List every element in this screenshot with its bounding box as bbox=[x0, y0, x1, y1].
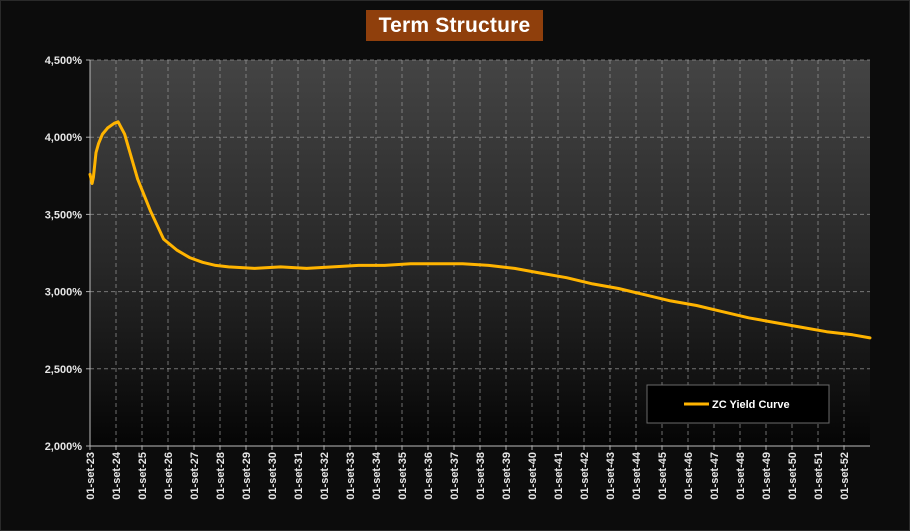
x-tick-label: 01-set-23 bbox=[85, 452, 97, 500]
x-tick-label: 01-set-25 bbox=[137, 452, 149, 500]
x-tick-label: 01-set-46 bbox=[683, 452, 695, 500]
x-tick-label: 01-set-42 bbox=[579, 452, 591, 500]
x-tick-label: 01-set-49 bbox=[761, 452, 773, 500]
x-tick-label: 01-set-50 bbox=[787, 452, 799, 500]
x-tick-label: 01-set-38 bbox=[475, 452, 487, 500]
x-tick-label: 01-set-31 bbox=[293, 452, 305, 500]
x-tick-label: 01-set-33 bbox=[345, 452, 357, 500]
x-tick-label: 01-set-28 bbox=[215, 452, 227, 500]
series-line-zc-yield-curve bbox=[88, 120, 872, 340]
y-tick-label: 4,500% bbox=[45, 55, 83, 67]
x-tick-label: 01-set-30 bbox=[267, 452, 279, 500]
legend-label: ZC Yield Curve bbox=[712, 399, 790, 411]
x-tick-label: 01-set-51 bbox=[813, 452, 825, 500]
x-tick-label: 01-set-34 bbox=[371, 451, 383, 500]
y-tick-label: 3,500% bbox=[45, 209, 83, 221]
x-tick-label: 01-set-24 bbox=[111, 451, 123, 500]
y-tick-label: 4,000% bbox=[45, 132, 83, 144]
x-tick-label: 01-set-48 bbox=[735, 452, 747, 500]
x-tick-label: 01-set-35 bbox=[397, 452, 409, 500]
x-tick-label: 01-set-44 bbox=[631, 451, 643, 500]
legend-box bbox=[646, 384, 830, 424]
y-tick-label: 2,500% bbox=[45, 364, 83, 376]
x-tick-label: 01-set-27 bbox=[189, 452, 201, 500]
x-tick-label: 01-set-43 bbox=[605, 452, 617, 500]
x-tick-label: 01-set-45 bbox=[657, 452, 669, 500]
x-tick-label: 01-set-41 bbox=[553, 452, 565, 500]
chart-title: Term Structure bbox=[366, 10, 543, 41]
x-tick-label: 01-set-39 bbox=[501, 452, 513, 500]
y-tick-label: 3,000% bbox=[45, 287, 83, 299]
x-tick-label: 01-set-47 bbox=[709, 452, 721, 500]
x-tick-label: 01-set-36 bbox=[423, 452, 435, 500]
x-tick-label: 01-set-37 bbox=[449, 452, 461, 500]
x-tick-label: 01-set-26 bbox=[163, 452, 175, 500]
x-tick-label: 01-set-40 bbox=[527, 452, 539, 500]
y-tick-label: 2,000% bbox=[45, 441, 83, 453]
x-tick-label: 01-set-52 bbox=[839, 452, 851, 500]
x-tick-label: 01-set-32 bbox=[319, 452, 331, 500]
x-tick-label: 01-set-29 bbox=[241, 452, 253, 500]
